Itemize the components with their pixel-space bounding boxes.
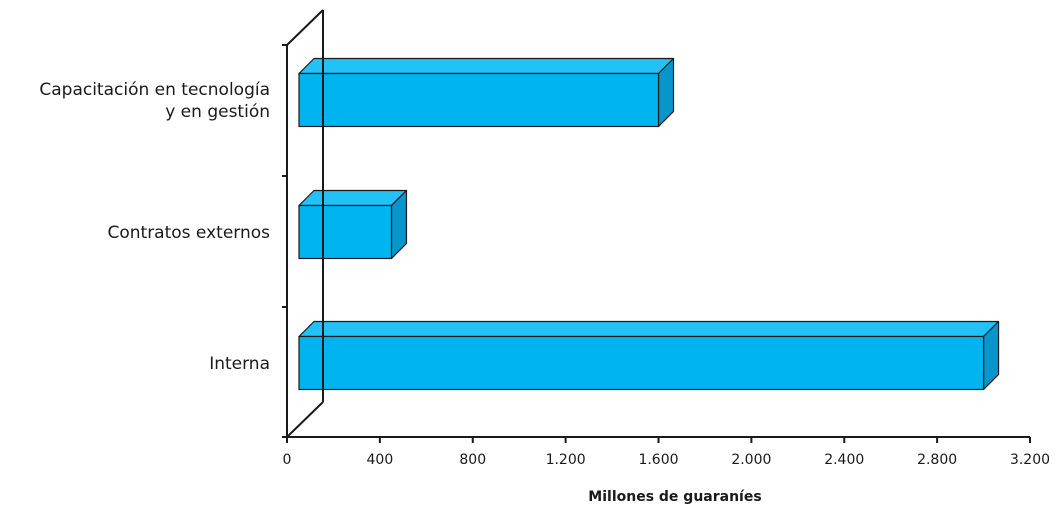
axes <box>282 9 1031 443</box>
category-label: Capacitación en tecnología y en gestión <box>39 80 270 122</box>
category-label: Contratos externos <box>107 223 270 243</box>
bar-front-face <box>298 204 393 260</box>
bar-top-face <box>298 320 1000 338</box>
bar-front-face <box>298 335 985 391</box>
bar-top-face <box>298 57 675 75</box>
category-label: Interna <box>209 354 270 374</box>
x-tick-label: 3.200 <box>1010 452 1050 468</box>
bar <box>298 189 408 260</box>
x-axis-title: Millones de guaraníes <box>588 489 761 505</box>
top-diagonal <box>286 9 324 46</box>
bar-front-face <box>298 72 660 128</box>
x-tick-label: 400 <box>367 452 394 468</box>
x-tick-label: 2.000 <box>731 452 771 468</box>
bar <box>298 57 675 128</box>
x-tick-label: 0 <box>283 452 292 468</box>
category-labels: Capacitación en tecnología y en gestión Co… <box>39 80 270 374</box>
x-tick-label: 2.800 <box>917 452 957 468</box>
x-tick-label: 1.600 <box>638 452 678 468</box>
bar <box>298 320 1000 391</box>
x-tick-label: 800 <box>459 452 486 468</box>
tick-labels: 0 400 800 1.200 1.600 2.000 2.400 2.800 3.200 <box>283 452 1051 468</box>
x-tick-label: 2.400 <box>824 452 864 468</box>
bar-top-face <box>298 189 408 207</box>
x-tick-label: 1.200 <box>546 452 586 468</box>
floor-diagonal <box>286 401 324 438</box>
bars <box>298 57 1000 391</box>
